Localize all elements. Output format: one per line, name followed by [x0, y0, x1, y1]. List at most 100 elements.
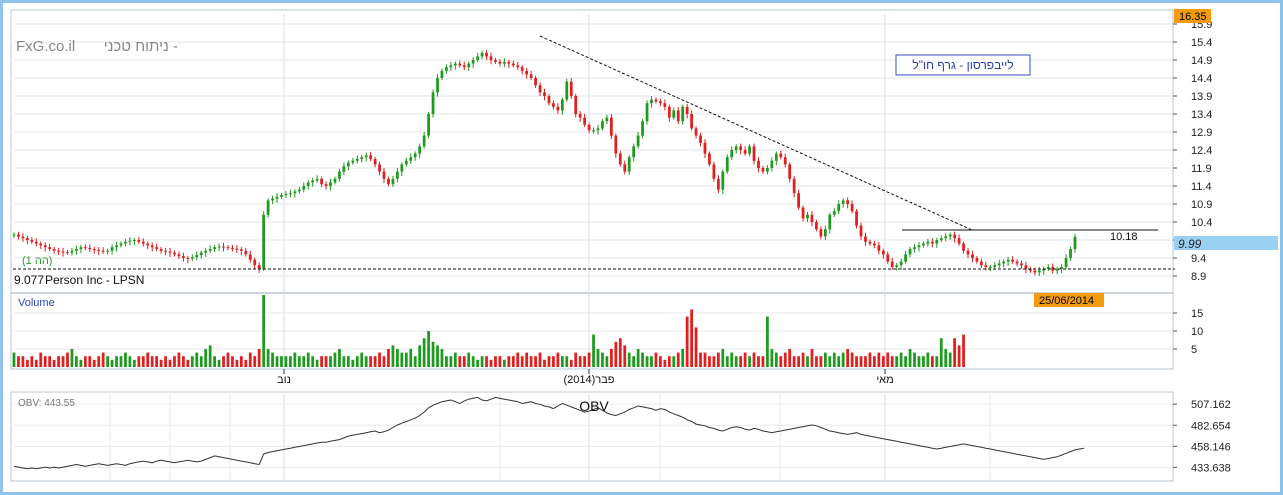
volume-bar: [913, 352, 916, 367]
volume-bar: [926, 352, 930, 367]
volume-bar: [92, 359, 96, 367]
volume-bar: [886, 352, 890, 367]
candle-body: [792, 178, 796, 194]
candle-body: [422, 135, 426, 147]
volume-bar: [516, 352, 520, 367]
candle-body: [1020, 263, 1023, 266]
volume-bar: [690, 309, 693, 367]
volume-bar: [43, 356, 47, 367]
volume-bar: [694, 327, 698, 367]
price-tick-label: 14.4: [1191, 73, 1212, 85]
volume-bar: [422, 338, 426, 367]
volume-bar: [355, 356, 359, 367]
candle-body: [962, 243, 965, 251]
candle-body: [659, 101, 662, 104]
candle-body: [569, 81, 573, 96]
candle-body: [846, 200, 850, 204]
candle-body: [1051, 267, 1055, 271]
volume-bar: [244, 359, 248, 367]
volume-bar: [34, 359, 38, 367]
candle-body: [1042, 268, 1046, 271]
candle-body: [538, 85, 542, 93]
candle-body: [650, 99, 653, 104]
volume-bar: [734, 356, 738, 367]
candle-body: [39, 243, 43, 246]
candle-body: [819, 229, 823, 237]
candle-body: [609, 117, 613, 136]
current-price-label: 9.99: [1178, 237, 1202, 251]
candle-body: [440, 70, 444, 78]
volume-bar: [137, 356, 141, 367]
volume-bar: [895, 356, 899, 367]
volume-bar: [578, 356, 582, 367]
candle-body: [511, 63, 515, 66]
candle-body: [788, 164, 792, 179]
volume-bar: [66, 352, 69, 367]
volume-bar: [507, 356, 511, 367]
volume-bar: [881, 356, 885, 367]
candle-body: [338, 171, 341, 179]
volume-bar: [511, 356, 515, 367]
candle-body: [930, 241, 934, 244]
volume-bar: [565, 356, 569, 367]
volume-bar: [284, 356, 288, 367]
volume-bar: [297, 356, 301, 367]
instrument-prefix: 9.077: [14, 273, 44, 287]
candle-body: [837, 204, 841, 212]
candle-body: [217, 246, 221, 248]
candle-body: [1024, 265, 1028, 269]
volume-bar: [248, 352, 252, 367]
candle-body: [502, 61, 506, 64]
candle-body: [556, 106, 560, 111]
candle-body: [783, 157, 787, 165]
volume-bar: [855, 356, 858, 367]
candle-body: [761, 168, 765, 172]
candle-body: [547, 96, 551, 104]
candle-body: [436, 78, 439, 93]
candle-body: [462, 65, 466, 68]
volume-bar: [520, 356, 524, 367]
volume-bar: [436, 345, 439, 367]
candle-body: [957, 238, 961, 244]
volume-bar: [917, 356, 921, 367]
volume-bar: [52, 359, 56, 367]
volume-bar: [266, 349, 270, 367]
candle-body: [534, 78, 537, 86]
candle-body: [774, 153, 778, 161]
volume-bar: [128, 356, 132, 367]
volume-bar: [667, 356, 671, 367]
volume-bar: [83, 356, 87, 367]
volume-bar: [476, 359, 480, 367]
volume-bar: [641, 352, 644, 367]
candle-body: [119, 243, 123, 246]
date-badge-text: 25/06/2014: [1039, 295, 1094, 307]
candle-body: [708, 153, 711, 165]
volume-bar: [231, 356, 234, 367]
volume-bar: [311, 356, 315, 367]
volume-bar: [132, 359, 136, 367]
volume-bar: [320, 356, 323, 367]
volume-bar: [409, 349, 413, 367]
volume-bar: [583, 356, 587, 367]
candle-body: [913, 247, 916, 249]
candle-body: [748, 146, 751, 154]
candle-body: [877, 245, 881, 251]
volume-bar: [659, 356, 662, 367]
last-price-badge: [1174, 9, 1211, 23]
candle-body: [43, 245, 47, 248]
volume-bar: [962, 334, 965, 367]
candle-body: [552, 103, 555, 107]
candle-body: [208, 249, 212, 251]
volume-bar: [797, 356, 800, 367]
volume-bar: [534, 356, 537, 367]
x-tick-nov: נוב: [277, 374, 291, 386]
candle-body: [409, 157, 413, 161]
last-price-badge-text: 16.35: [1179, 11, 1207, 23]
candle-body: [494, 60, 497, 62]
candle-body: [364, 155, 368, 158]
candle-body: [431, 92, 435, 114]
candle-body: [618, 153, 622, 165]
volume-bar: [783, 352, 787, 367]
volume-bar: [632, 356, 636, 367]
volume-bar: [445, 356, 448, 367]
